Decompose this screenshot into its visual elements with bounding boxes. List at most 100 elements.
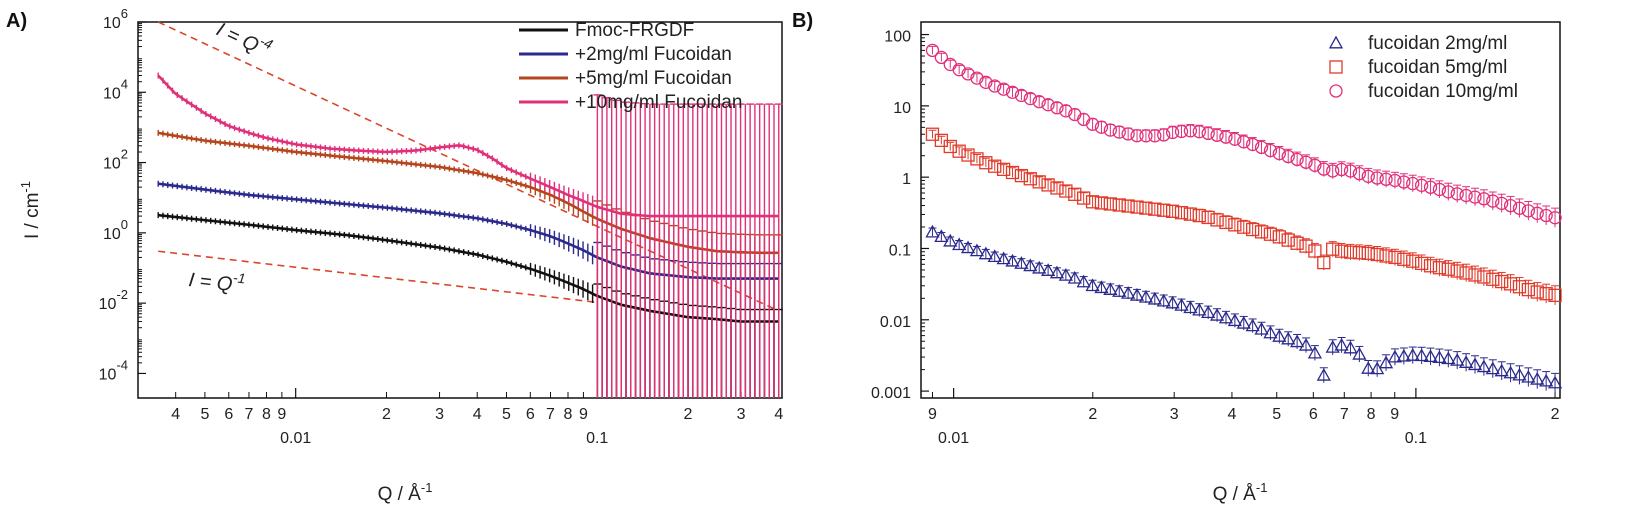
data-point <box>988 159 1002 173</box>
x-minor-tick-label: 9 <box>1390 406 1399 423</box>
data-point <box>1148 129 1162 143</box>
data-point <box>1263 325 1278 339</box>
data-point <box>1432 261 1447 275</box>
data-point <box>1103 282 1118 295</box>
data-point <box>1014 256 1029 269</box>
y-tick-base: 10 <box>103 156 121 173</box>
y-tick-label: 1 <box>902 171 911 188</box>
data-point <box>1486 272 1500 286</box>
x-minor-tick-label: 7 <box>245 406 254 423</box>
data-point <box>1014 88 1029 103</box>
data-point <box>1352 346 1367 360</box>
data-point <box>1441 351 1456 365</box>
data-point <box>1112 198 1126 212</box>
data-point <box>1343 340 1358 354</box>
data-point <box>1388 173 1402 188</box>
data-point <box>1414 178 1429 192</box>
x-major-tick-label: 0.01 <box>938 430 969 447</box>
data-point <box>1423 349 1438 363</box>
data-point <box>1130 200 1144 214</box>
data-point <box>988 79 1002 93</box>
data-point <box>960 240 976 254</box>
data-point <box>1512 201 1527 215</box>
data-point <box>1379 249 1393 263</box>
data-point <box>1450 353 1465 366</box>
panel-b-plot-frame <box>920 21 1561 399</box>
data-point <box>1334 337 1349 351</box>
data-point <box>1192 302 1207 316</box>
data-point <box>1209 307 1225 321</box>
data-point <box>1254 140 1269 155</box>
data-point <box>1299 239 1313 253</box>
x-minor-tick-label: 3 <box>1170 406 1179 423</box>
data-point <box>1317 162 1331 176</box>
data-point <box>1281 331 1296 345</box>
data-point <box>1272 329 1287 342</box>
data-point <box>1103 197 1118 211</box>
panel-a-x-axis-label: Q / Å-1 <box>378 480 433 505</box>
y-tick-label: 100 <box>103 217 128 243</box>
y-tick-label: 10-2 <box>99 287 128 313</box>
data-point <box>1334 162 1349 177</box>
y-tick-label: 10-4 <box>99 357 128 383</box>
data-point <box>961 148 975 162</box>
legend-marker <box>1328 35 1344 49</box>
y-tick-exponent: 0 <box>121 217 128 232</box>
series-line <box>158 213 779 323</box>
data-point <box>1379 172 1393 186</box>
data-point <box>1307 345 1323 359</box>
x-minor-tick-label: 2 <box>1088 406 1097 423</box>
data-point <box>1316 367 1331 381</box>
data-point <box>1192 125 1206 139</box>
data-point <box>1441 262 1455 276</box>
data-point <box>1157 203 1171 217</box>
data-point <box>1263 143 1278 158</box>
y-tick-exponent: -4 <box>116 357 128 372</box>
y-tick-exponent: 2 <box>121 147 128 162</box>
data-point <box>925 224 940 238</box>
data-point <box>1548 288 1562 303</box>
data-point <box>1121 286 1136 299</box>
x-major-tick-label: 0.01 <box>280 430 311 447</box>
data-point <box>1094 120 1109 134</box>
guide-line-label-base: I = Q <box>213 19 262 57</box>
data-point <box>1023 258 1038 272</box>
y-tick-label: 0.001 <box>871 385 911 402</box>
data-point <box>1174 124 1189 139</box>
data-point <box>1539 373 1554 387</box>
data-point <box>1467 357 1483 371</box>
data-point <box>1308 244 1322 258</box>
data-point <box>1405 348 1420 361</box>
data-point <box>1317 255 1331 270</box>
data-point <box>1503 365 1518 379</box>
x-minor-tick-label: 7 <box>1340 406 1349 423</box>
data-point <box>1085 117 1100 131</box>
data-point <box>1494 363 1509 377</box>
panel-b-label: B) <box>792 10 813 32</box>
x-minor-tick-label: 5 <box>502 406 511 423</box>
guide-line-label-exponent: -1 <box>232 269 246 286</box>
data-point <box>1201 305 1216 319</box>
data-point <box>1361 361 1376 374</box>
data-point <box>1121 199 1135 213</box>
x-major-tick-label: 0.1 <box>1405 430 1427 447</box>
data-point <box>1174 206 1189 220</box>
data-point <box>969 243 985 257</box>
series-line <box>158 182 779 280</box>
y-tick-label: 104 <box>103 76 128 102</box>
data-point <box>1218 310 1234 324</box>
data-point <box>1503 277 1518 291</box>
data-point <box>1005 165 1020 180</box>
panel-a-label: A) <box>6 10 27 32</box>
y-tick-label: 102 <box>103 147 128 173</box>
data-point <box>1458 355 1474 368</box>
panel-b-legend: fucoidan 2mg/ml fucoidan 5mg/ml fucoidan 1… <box>1328 33 1518 102</box>
data-point <box>1094 196 1109 210</box>
data-point <box>1059 104 1073 118</box>
data-point <box>996 251 1011 265</box>
y-tick-base: 10 <box>103 15 121 32</box>
data-point <box>1343 164 1358 178</box>
data-point <box>1406 176 1420 191</box>
